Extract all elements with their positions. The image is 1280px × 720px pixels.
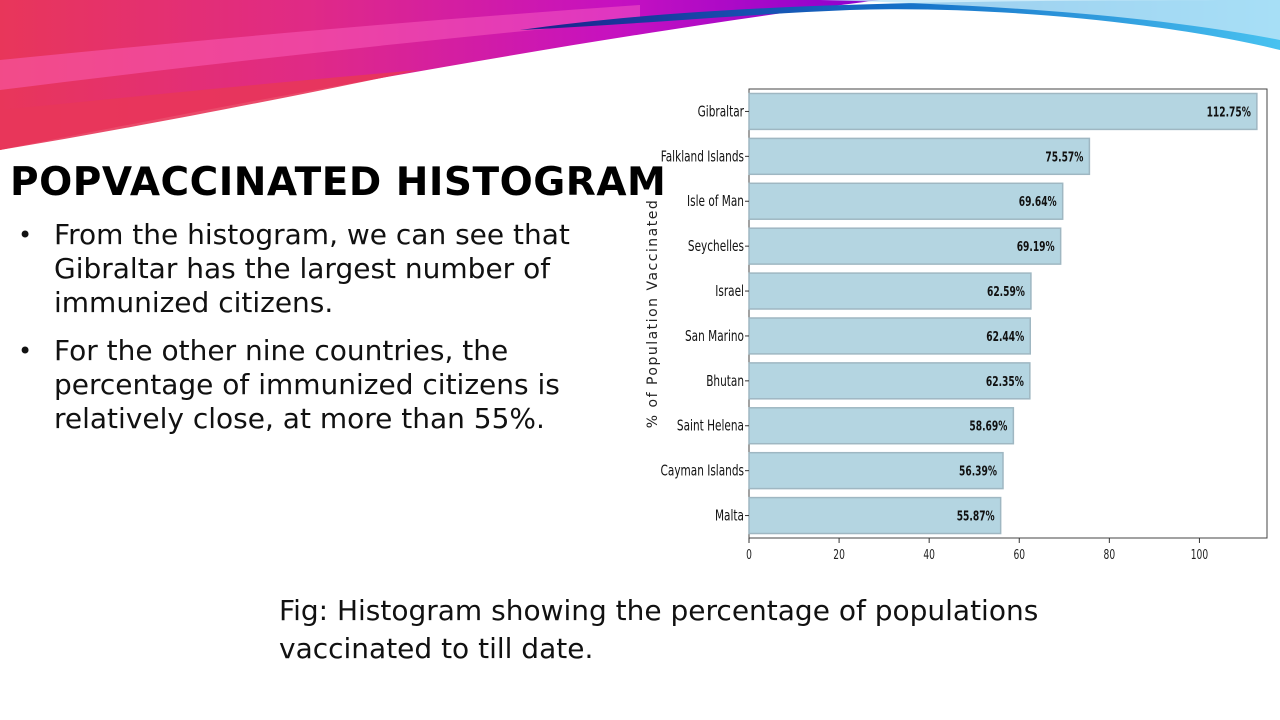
bullet-text: For the other nine countries, the percen… [54, 334, 560, 435]
bar [748, 362, 1031, 400]
plot-frame [748, 88, 1268, 539]
bullet-list: • From the histogram, we can see that Gib… [18, 218, 618, 450]
y-tick-label: Cayman Islands [661, 463, 744, 480]
bullet-text: From the histogram, we can see that Gibr… [54, 218, 570, 319]
y-axis-label: % of Population Vaccinated [645, 199, 661, 429]
bar-value-label: 75.57% [1045, 149, 1083, 165]
bar [748, 272, 1032, 310]
banner-light-swoosh [820, 0, 1280, 40]
bar-value-label: 112.75% [1207, 104, 1252, 120]
bar [748, 92, 1258, 131]
bar [748, 137, 1091, 176]
y-tick-label: Falkland Islands [661, 149, 744, 166]
bar [748, 317, 1032, 355]
bar-value-label: 69.19% [1017, 239, 1055, 255]
decorative-banner [0, 0, 1280, 150]
bar-value-label: 62.59% [987, 284, 1025, 300]
bullet-dot-icon: • [18, 221, 33, 249]
bar-value-label: 56.39% [959, 463, 997, 479]
bar-chart-svg: Gibraltar 112.75% Falkland Islands 75.57% Is… [645, 88, 1268, 563]
x-tick-label: 100 [1191, 547, 1208, 563]
y-tick-label: Isle of Man [687, 194, 744, 211]
banner-warm-swoosh [0, 0, 880, 150]
bullet-dot-icon: • [18, 337, 33, 365]
bullet-item: • From the histogram, we can see that Gib… [18, 218, 618, 320]
y-tick-label: Saint Helena [677, 418, 744, 435]
bullet-item: • For the other nine countries, the perce… [18, 334, 618, 436]
slide-title: POPVACCINATED HISTOGRAM [10, 160, 667, 205]
bar-value-label: 69.64% [1019, 194, 1057, 210]
bar [748, 182, 1064, 220]
bar-value-label: 62.35% [986, 374, 1024, 390]
y-tick-label: Israel [715, 284, 744, 301]
bar [748, 227, 1062, 265]
bar [748, 496, 1002, 535]
x-tick-label: 40 [923, 547, 935, 563]
y-tick-label: Gibraltar [698, 104, 744, 121]
y-tick-label: Bhutan [706, 374, 744, 391]
bar [748, 451, 1004, 490]
bar-chart: Gibraltar 112.75% Falkland Islands 75.57% Is… [640, 80, 1280, 580]
banner-pink-highlight [0, 5, 640, 90]
y-tick-label: Malta [715, 508, 744, 525]
bar-value-label: 62.44% [986, 329, 1024, 345]
x-tick-label: 0 [746, 547, 752, 563]
banner-red-band [0, 70, 420, 150]
x-tick-label: 80 [1104, 547, 1116, 563]
x-tick-label: 20 [833, 547, 845, 563]
x-tick-label: 60 [1013, 547, 1025, 563]
y-tick-label: San Marino [685, 329, 744, 346]
bar-value-label: 55.87% [957, 508, 995, 524]
bar-value-label: 58.69% [969, 418, 1007, 434]
figure-caption: Fig: Histogram showing the percentage of… [279, 594, 1039, 665]
bar [748, 407, 1015, 445]
y-tick-label: Seychelles [688, 239, 744, 256]
